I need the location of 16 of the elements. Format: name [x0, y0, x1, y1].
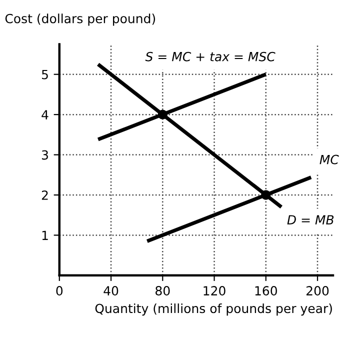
x-tick-label: 200 [306, 286, 329, 296]
y-tick-label: 4 [42, 110, 48, 120]
x-tick-label: 120 [204, 286, 226, 296]
y-tick-label: 3 [42, 150, 48, 160]
x-axis-title: Quantity (millions of pounds per year) [95, 303, 332, 316]
y-tick-label: 5 [42, 70, 48, 80]
series-label: S = MC + tax = MSC [145, 52, 276, 62]
x-tick-label: 0 [56, 286, 63, 296]
x-tick-label: 40 [104, 286, 118, 296]
x-tick-label: 80 [156, 286, 170, 296]
x-tick-label: 160 [255, 286, 277, 296]
y-tick-label: 1 [42, 230, 48, 240]
y-tick-label: 2 [42, 190, 48, 200]
y-axis-title: Cost (dollars per pound) [5, 14, 156, 26]
series-label: D = MB [287, 215, 334, 224]
series-label: MC [320, 154, 339, 164]
